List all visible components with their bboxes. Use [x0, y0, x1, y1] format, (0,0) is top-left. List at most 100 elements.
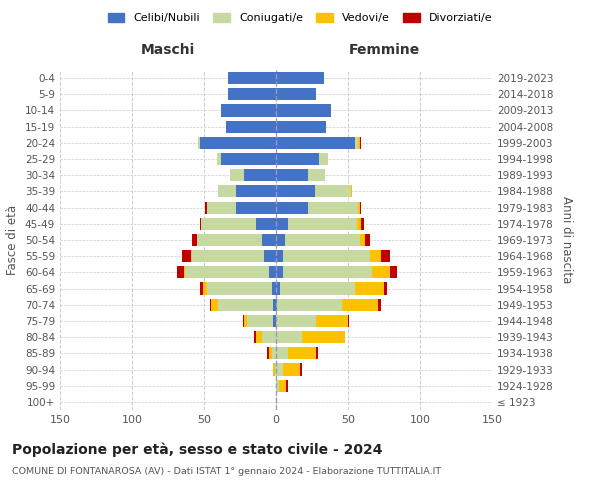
Bar — [283, 266, 373, 278]
Bar — [348, 315, 349, 327]
Bar — [211, 298, 218, 311]
Bar — [381, 250, 390, 262]
Bar — [236, 202, 276, 213]
Bar — [276, 348, 287, 360]
Bar — [276, 282, 280, 294]
Text: Femmine: Femmine — [349, 44, 419, 58]
Bar — [276, 315, 316, 327]
Bar — [198, 137, 200, 149]
Bar — [308, 169, 325, 181]
Bar — [244, 169, 276, 181]
Bar — [273, 315, 276, 327]
Bar — [276, 202, 308, 213]
Bar — [283, 250, 370, 262]
Bar — [200, 282, 203, 294]
Bar — [359, 202, 361, 213]
Bar — [193, 250, 265, 262]
Bar — [265, 250, 276, 262]
Bar — [280, 282, 355, 294]
Bar — [279, 380, 286, 392]
Bar — [217, 153, 221, 165]
Bar — [262, 234, 276, 246]
Bar — [236, 186, 276, 198]
Bar — [361, 218, 364, 230]
Bar — [273, 298, 276, 311]
Bar — [191, 250, 193, 262]
Bar — [316, 315, 348, 327]
Bar — [218, 298, 273, 311]
Bar — [384, 282, 387, 294]
Bar — [256, 218, 276, 230]
Bar — [315, 186, 351, 198]
Bar — [205, 202, 207, 213]
Bar — [302, 331, 345, 343]
Bar — [229, 72, 276, 84]
Bar — [276, 186, 315, 198]
Y-axis label: Anni di nascita: Anni di nascita — [560, 196, 573, 284]
Bar — [287, 348, 316, 360]
Bar — [230, 169, 244, 181]
Bar — [356, 218, 361, 230]
Bar — [276, 153, 319, 165]
Bar — [286, 380, 287, 392]
Bar — [359, 137, 361, 149]
Bar — [276, 104, 331, 117]
Bar — [256, 331, 262, 343]
Bar — [201, 218, 256, 230]
Bar — [276, 331, 302, 343]
Bar — [276, 169, 308, 181]
Bar — [359, 234, 365, 246]
Bar — [247, 315, 273, 327]
Bar — [243, 315, 244, 327]
Bar — [272, 348, 276, 360]
Bar — [316, 348, 318, 360]
Bar — [283, 364, 301, 376]
Bar — [273, 364, 275, 376]
Bar — [308, 202, 358, 213]
Bar — [207, 202, 236, 213]
Bar — [203, 282, 207, 294]
Bar — [221, 104, 276, 117]
Bar — [254, 331, 256, 343]
Bar — [365, 234, 370, 246]
Y-axis label: Fasce di età: Fasce di età — [7, 205, 19, 275]
Bar — [301, 364, 302, 376]
Bar — [262, 331, 276, 343]
Bar — [277, 298, 342, 311]
Bar — [287, 218, 356, 230]
Bar — [176, 266, 184, 278]
Bar — [276, 218, 287, 230]
Bar — [276, 380, 279, 392]
Bar — [268, 348, 269, 360]
Bar — [200, 137, 276, 149]
Bar — [182, 250, 191, 262]
Text: Maschi: Maschi — [141, 44, 195, 58]
Bar — [207, 282, 272, 294]
Bar — [244, 315, 247, 327]
Bar — [319, 153, 328, 165]
Bar — [275, 364, 276, 376]
Bar — [218, 186, 236, 198]
Bar — [193, 234, 197, 246]
Bar — [197, 234, 262, 246]
Text: Popolazione per età, sesso e stato civile - 2024: Popolazione per età, sesso e stato civil… — [12, 442, 383, 457]
Bar — [358, 202, 359, 213]
Bar — [390, 266, 397, 278]
Bar — [276, 298, 277, 311]
Bar — [355, 137, 358, 149]
Bar — [269, 348, 272, 360]
Bar — [284, 234, 359, 246]
Bar — [269, 266, 276, 278]
Text: COMUNE DI FONTANAROSA (AV) - Dati ISTAT 1° gennaio 2024 - Elaborazione TUTTITALI: COMUNE DI FONTANAROSA (AV) - Dati ISTAT … — [12, 468, 441, 476]
Bar — [200, 218, 201, 230]
Bar — [221, 153, 276, 165]
Bar — [226, 120, 276, 132]
Bar — [276, 88, 316, 101]
Bar — [378, 298, 381, 311]
Bar — [184, 266, 185, 278]
Bar — [355, 282, 384, 294]
Bar — [276, 234, 284, 246]
Bar — [342, 298, 378, 311]
Bar — [373, 266, 390, 278]
Bar — [276, 137, 355, 149]
